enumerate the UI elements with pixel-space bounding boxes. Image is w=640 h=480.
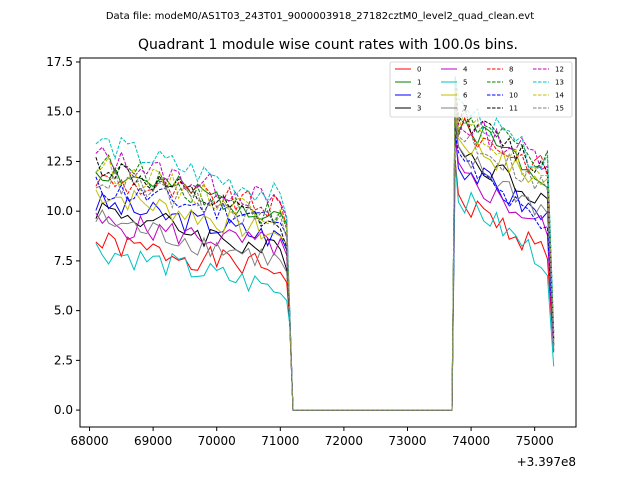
legend-label-3: 3: [417, 105, 421, 113]
x-tick-label: 69000: [134, 434, 172, 448]
series-line-14: [95, 78, 555, 411]
legend-label-0: 0: [417, 66, 421, 74]
chart-suptitle: Data file: modeM0/AS1T03_243T01_90000039…: [106, 11, 534, 22]
legend-label-7: 7: [463, 105, 467, 113]
plot-frame: [79, 57, 577, 428]
legend-label-2: 2: [417, 92, 421, 100]
y-tick-label: 10.0: [46, 204, 73, 218]
legend-label-8: 8: [509, 66, 513, 74]
x-tick-label: 68000: [70, 434, 108, 448]
y-tick-label: 2.5: [54, 353, 73, 367]
plot-lines: [95, 76, 555, 411]
y-axis: 0.0 2.5 5.0 7.5 10.0 12.5 15.0 17.5: [46, 55, 80, 417]
legend-label-12: 12: [555, 66, 564, 74]
x-tick-label: 72000: [325, 434, 363, 448]
y-tick-label: 7.5: [54, 254, 73, 268]
series-line-15: [95, 97, 555, 411]
x-tick-label: 75000: [516, 434, 554, 448]
chart-title: Quadrant 1 module wise count rates with …: [138, 37, 518, 53]
y-tick-label: 5.0: [54, 304, 73, 318]
x-tick-label: 70000: [198, 434, 236, 448]
legend-label-6: 6: [463, 92, 468, 100]
x-tick-label: 71000: [261, 434, 299, 448]
y-tick-label: 17.5: [46, 55, 73, 69]
legend-label-13: 13: [555, 79, 564, 87]
x-tick-label: 73000: [388, 434, 426, 448]
legend-label-1: 1: [417, 79, 421, 87]
legend-label-11: 11: [509, 105, 518, 113]
legend-label-14: 14: [555, 92, 564, 100]
y-tick-label: 15.0: [46, 105, 73, 119]
y-tick-label: 0.0: [54, 403, 73, 417]
legend-label-5: 5: [463, 79, 467, 87]
legend-label-4: 4: [463, 66, 468, 74]
x-tick-label: 74000: [452, 434, 490, 448]
legend-box: [389, 61, 573, 118]
legend-label-15: 15: [555, 105, 564, 113]
legend-label-10: 10: [509, 92, 518, 100]
legend-label-9: 9: [509, 79, 513, 87]
x-axis: 68000 69000 70000 71000 72000 73000 74000 75000: [70, 427, 554, 448]
y-tick-label: 12.5: [46, 154, 73, 168]
x-offset-label: +3.397e8: [517, 455, 576, 469]
